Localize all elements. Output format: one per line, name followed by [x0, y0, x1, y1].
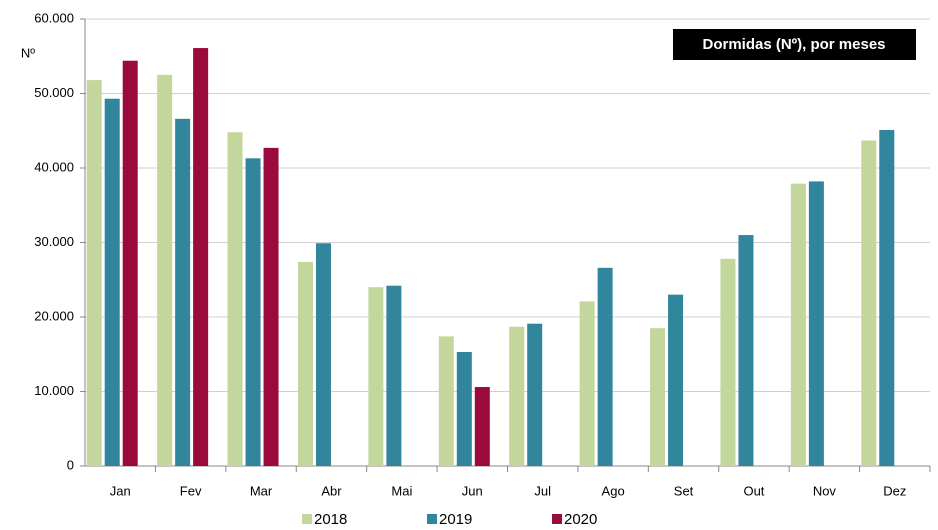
x-tick-label: Mar — [250, 483, 273, 498]
x-tick-label: Out — [743, 483, 764, 498]
x-tick-label: Mai — [391, 483, 412, 498]
legend-swatch — [302, 514, 312, 524]
bar — [720, 258, 736, 466]
x-tick-label: Ago — [602, 483, 625, 498]
bar — [193, 48, 209, 467]
bar — [315, 243, 331, 466]
bar — [456, 352, 472, 466]
legend-label: 2019 — [439, 511, 472, 528]
bar — [368, 287, 384, 466]
x-tick-label: Jul — [534, 483, 551, 498]
x-tick-label: Nov — [813, 483, 837, 498]
legend-swatch — [427, 514, 437, 524]
legend-label: 2018 — [314, 511, 347, 528]
title-box — [673, 29, 916, 60]
x-tick-label: Dez — [883, 483, 906, 498]
legend-label: 2020 — [564, 511, 597, 528]
y-tick-label: 60.000 — [34, 10, 74, 25]
bar — [668, 294, 684, 466]
x-tick-label: Abr — [321, 483, 342, 498]
bar — [808, 181, 824, 466]
bar — [175, 118, 191, 466]
bar — [738, 235, 754, 466]
bar — [438, 336, 454, 466]
y-tick-label: 50.000 — [34, 85, 74, 100]
bar — [104, 98, 120, 466]
bar — [474, 387, 490, 466]
bar — [509, 326, 525, 466]
bar — [790, 183, 806, 466]
bar — [650, 328, 666, 466]
bar — [245, 158, 261, 466]
bar — [879, 130, 895, 466]
x-tick-label: Jun — [462, 483, 483, 498]
bar — [227, 132, 243, 467]
bar — [122, 60, 138, 466]
y-tick-label: 0 — [67, 457, 74, 472]
x-tick-label: Set — [674, 483, 694, 498]
y-tick-label: 40.000 — [34, 159, 74, 174]
bar — [86, 80, 102, 466]
x-tick-label: Jan — [110, 483, 131, 498]
bar — [861, 140, 877, 466]
chart-title: Dormidas (Nº), por meses — [702, 36, 885, 53]
bar — [386, 285, 402, 466]
y-tick-label: 30.000 — [34, 234, 74, 249]
bar — [297, 261, 313, 466]
bar — [597, 267, 613, 466]
y-axis-label: Nº — [21, 45, 35, 60]
legend-swatch — [552, 514, 562, 524]
y-tick-label: 10.000 — [34, 383, 74, 398]
bar — [579, 301, 595, 466]
y-tick-label: 20.000 — [34, 308, 74, 323]
x-tick-label: Fev — [180, 483, 202, 498]
bar — [527, 323, 543, 466]
bar — [263, 147, 279, 466]
bar — [157, 74, 173, 466]
